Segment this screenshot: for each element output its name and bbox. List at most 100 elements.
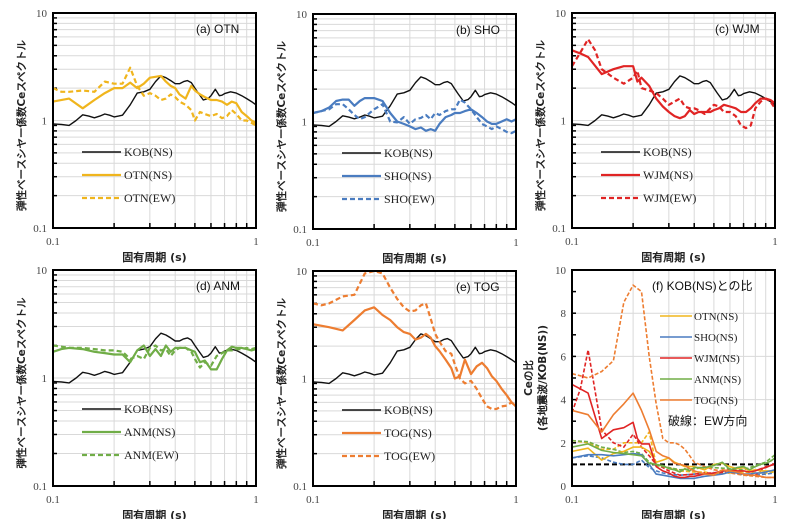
x-axis-label: 固有周期 (s) xyxy=(641,250,705,264)
series-group xyxy=(572,38,775,130)
series-group xyxy=(313,76,516,135)
y-axis-label: 弾性ベースシヤー係数Ceスペクトル xyxy=(275,40,288,212)
series-line-wjm-ew xyxy=(572,349,775,477)
series-group xyxy=(572,284,775,480)
legend: KOB(NS) TOG(NS) TOG(EW) xyxy=(342,403,435,463)
panel-title: (f) KOB(NS)との比 xyxy=(652,279,753,293)
y-tick-label: 0.1 xyxy=(293,481,307,493)
legend-label: SHO(NS) xyxy=(384,169,431,183)
gridlines xyxy=(53,13,256,228)
legend: KOB(NS) ANM(NS) ANM(EW) xyxy=(82,402,179,462)
legend: KOB(NS) OTN(NS) OTN(EW) xyxy=(82,145,175,205)
gridlines xyxy=(313,14,516,229)
y-tick-label: 4 xyxy=(561,395,567,407)
y-tick-label: 1 xyxy=(42,373,48,385)
annotation-ew-dashed: 破線：EW方向 xyxy=(668,413,747,428)
panel-b: 0.1 1 10 0.1 1 固有周期 (s) 弾性ベースシヤー係数Ceスペクトル (b) S… xyxy=(275,9,519,265)
y-axis-label: (各地震波/KOB(NS)) xyxy=(536,325,549,431)
x-axis-label: 固有周期 (s) xyxy=(641,508,705,519)
series-line-anm-ew xyxy=(572,439,775,471)
y-axis-label: 弾性ベースシヤー係数Ceスペクトル xyxy=(275,297,288,469)
panel-a: 0.1 1 10 0.1 1 固有周期 (s) 弾性ベースシヤー係数Ceスペクトル (a) O… xyxy=(15,8,259,264)
x-axis-label: 固有周期 (s) xyxy=(122,508,186,519)
y-tick-label: 0.1 xyxy=(33,223,47,235)
panel-title: (e) TOG xyxy=(456,280,500,294)
legend-label: ANM(NS) xyxy=(694,374,741,386)
y-tick-label: 10 xyxy=(555,265,567,277)
y-tick-label: 10 xyxy=(36,265,48,277)
x-tick-label: 1 xyxy=(253,236,259,248)
legend-label: OTN(EW) xyxy=(124,191,175,205)
y-tick-label: 8 xyxy=(561,308,567,320)
panel-f: 0 2 4 6 8 10 0.1 1 固有周期 (s) Ceの比 (各地震波/KOB(NS)) (f)… xyxy=(522,265,778,519)
y-tick-label: 0.1 xyxy=(552,223,566,235)
legend-label: WJM(NS) xyxy=(694,353,740,365)
plot-frame xyxy=(571,269,776,487)
legend-label: TOG(NS) xyxy=(694,395,738,407)
series-line-kob-ns xyxy=(313,333,516,385)
y-axis-label: 弾性ベースシヤー係数Ceスペクトル xyxy=(15,39,28,211)
x-axis-label: 固有周期 (s) xyxy=(382,508,446,519)
y-tick-label: 0 xyxy=(561,481,567,493)
panel-title: (b) SHO xyxy=(456,23,500,37)
x-tick-label: 0.1 xyxy=(565,494,579,506)
y-axis-label: Ceの比 xyxy=(522,360,535,396)
plot-frame xyxy=(571,12,776,229)
legend-label: TOG(NS) xyxy=(384,426,432,440)
series-line-anm-ns xyxy=(572,443,775,473)
y-axis-label: 弾性ベースシヤー係数Ceスペクトル xyxy=(534,39,547,211)
series-line-kob-ns xyxy=(572,75,775,127)
x-tick-label: 1 xyxy=(772,494,778,506)
series-group xyxy=(53,66,256,127)
series-line-sho-ns xyxy=(313,96,516,132)
legend-label: ANM(EW) xyxy=(124,448,179,462)
legend: KOB(NS) SHO(NS) SHO(EW) xyxy=(342,146,435,206)
legend-label: KOB(NS) xyxy=(124,402,173,416)
y-axis-label: 弾性ベースシヤー係数Ceスペクトル xyxy=(15,297,28,469)
y-tick-label: 2 xyxy=(561,438,567,450)
y-tick-label: 10 xyxy=(555,8,567,20)
plot-frame xyxy=(312,270,517,487)
legend-label: KOB(NS) xyxy=(124,145,173,159)
x-axis-label: 固有周期 (s) xyxy=(122,250,186,264)
legend-label: WJM(NS) xyxy=(643,168,693,182)
legend: KOB(NS) WJM(NS) WJM(EW) xyxy=(601,145,696,205)
panel-title: (a) OTN xyxy=(196,22,239,36)
x-tick-label: 0.1 xyxy=(46,494,60,506)
legend-label: KOB(NS) xyxy=(643,145,692,159)
series-line-wjm-ns xyxy=(572,49,775,120)
plot-frame xyxy=(312,13,517,230)
legend-label: OTN(NS) xyxy=(694,311,738,323)
gridlines xyxy=(572,13,775,228)
series-line-anm-ns xyxy=(53,344,256,371)
legend: OTN(NS) SHO(NS) WJM(NS) ANM(NS) TOG(NS) 破線：EW… xyxy=(660,311,747,428)
series-line-sho-ew xyxy=(313,98,516,135)
legend-label: SHO(EW) xyxy=(384,192,435,206)
series-line-otn-ew xyxy=(53,66,256,127)
legend-label: WJM(EW) xyxy=(643,191,696,205)
x-tick-label: 1 xyxy=(772,236,778,248)
series-group xyxy=(313,271,516,411)
plot-frame xyxy=(52,269,257,487)
y-tick-label: 0.1 xyxy=(33,481,47,493)
legend-label: KOB(NS) xyxy=(384,146,433,160)
y-tick-label: 1 xyxy=(42,116,48,128)
series-line-otn-ns xyxy=(53,74,256,124)
legend-label: TOG(EW) xyxy=(384,449,435,463)
series-group xyxy=(53,332,256,384)
y-tick-label: 10 xyxy=(296,9,308,21)
x-tick-label: 0.1 xyxy=(306,494,320,506)
series-line-tog-ew xyxy=(313,271,516,411)
gridlines xyxy=(53,270,256,486)
legend-label: ANM(NS) xyxy=(124,425,175,439)
panel-c: 0.1 1 10 0.1 1 固有周期 (s) 弾性ベースシヤー係数Ceスペクトル (c) W… xyxy=(534,8,778,264)
panel-title: (c) WJM xyxy=(715,22,760,36)
legend-label: OTN(NS) xyxy=(124,168,172,182)
x-tick-label: 1 xyxy=(513,237,519,249)
panel-title: (d) ANM xyxy=(196,279,240,293)
y-tick-label: 10 xyxy=(296,266,308,278)
x-tick-label: 0.1 xyxy=(46,236,60,248)
x-tick-label: 0.1 xyxy=(565,236,579,248)
series-line-wjm-ew xyxy=(572,38,775,130)
